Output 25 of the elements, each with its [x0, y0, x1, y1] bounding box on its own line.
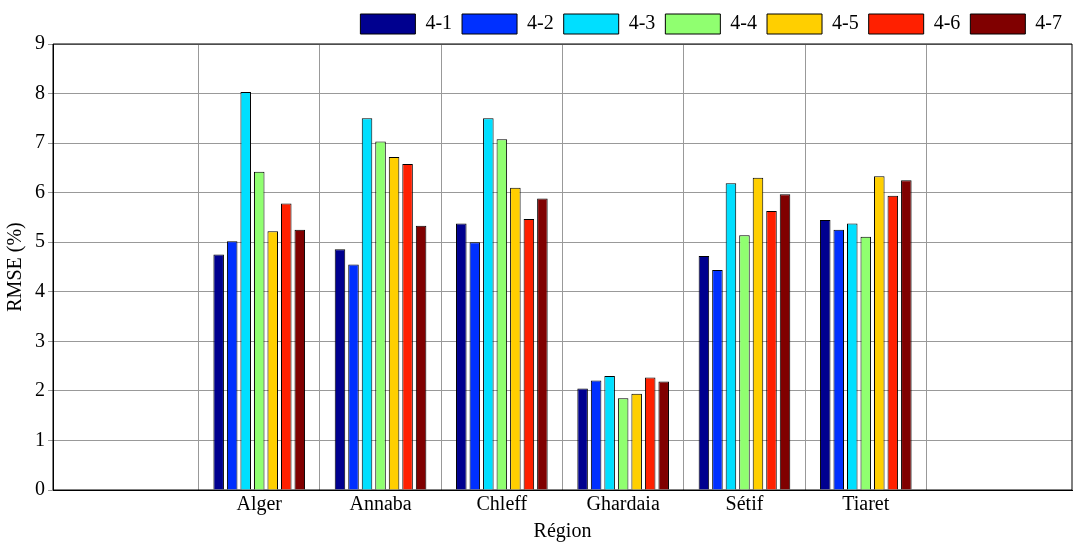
- y-tick-label: 8: [35, 80, 45, 103]
- x-tick-label: Alger: [236, 492, 283, 516]
- x-tick-label: Tiaret: [842, 492, 890, 515]
- y-tick-label: 5: [35, 229, 45, 252]
- y-tick-label: 3: [35, 328, 45, 351]
- legend-label: 4-2: [527, 11, 554, 34]
- x-tick-label: Chleff: [476, 492, 528, 515]
- x-tick-label: Sétif: [725, 492, 764, 515]
- y-tick-label: 6: [35, 179, 45, 202]
- legend-label: 4-7: [1035, 11, 1063, 34]
- x-axis-title: Région: [533, 519, 592, 543]
- y-tick-label: 4: [35, 279, 45, 302]
- y-axis-title: RMSE (%): [3, 222, 27, 312]
- legend-label: 4-3: [628, 11, 656, 34]
- y-tick-label: 9: [35, 31, 45, 54]
- legend-label: 4-5: [832, 11, 859, 34]
- y-tick-label: 7: [35, 130, 45, 153]
- legend-label: 4-1: [425, 11, 453, 34]
- legend-label: 4-4: [730, 11, 758, 34]
- x-tick-label: Annaba: [349, 492, 412, 515]
- legend-label: 4-6: [933, 11, 961, 34]
- x-tick-label: Ghardaia: [586, 492, 660, 515]
- y-tick-label: 2: [35, 378, 45, 401]
- y-tick-label: 0: [35, 477, 45, 500]
- y-tick-label: 1: [35, 427, 45, 450]
